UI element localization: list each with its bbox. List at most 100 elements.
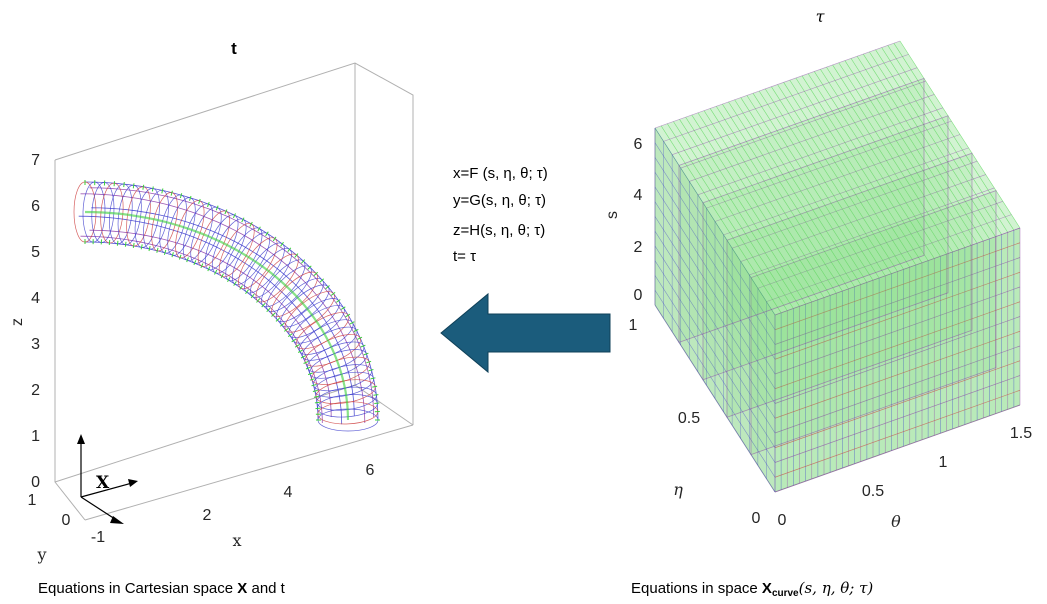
block-grid-line [654, 245, 776, 434]
volume-mesh-block [654, 40, 1021, 493]
block-grid-line [749, 187, 995, 276]
tube-field-tick [340, 306, 346, 310]
tube-field-tick [366, 360, 372, 364]
z-axis-label: z [9, 318, 26, 326]
tube-field-tick [319, 278, 325, 283]
tube-field-tick [142, 184, 145, 190]
block-grid-line [663, 54, 909, 142]
z-tick-6: 6 [31, 198, 40, 215]
x-tick-2: 2 [203, 507, 212, 524]
x-tick-4: 4 [284, 484, 293, 501]
block-grid-line [680, 80, 926, 169]
tube-field-tick [170, 190, 173, 196]
right-plot: τ 0 2 4 6 s 1 0.5 0 η 0 0.5 1 1.5 θ [604, 7, 1032, 599]
tube-longitudinal-line [80, 193, 366, 424]
z-axis-ticks: 0 1 2 3 4 5 6 7 [31, 152, 40, 491]
y-axis-label: y [36, 545, 46, 564]
tube-field-tick [349, 321, 355, 325]
tube-field-tick [233, 281, 237, 286]
tube-field-tick [123, 182, 125, 188]
block-grid-line [689, 94, 935, 182]
tube-longitudinal-line [89, 187, 375, 418]
tube-field-tick [116, 240, 119, 246]
eta-tick-1: 1 [629, 317, 638, 334]
block-internal-layer [750, 190, 997, 456]
tube-longitudinal-line [84, 181, 379, 421]
tube-field-tick [360, 344, 366, 348]
tube-field-tick [287, 247, 292, 253]
s-tick-0: 0 [634, 287, 643, 304]
theta-tick-1: 1 [939, 454, 948, 471]
block-grid-line [774, 375, 1021, 463]
tube-field-tick [261, 302, 266, 308]
block-internal-layer [702, 115, 949, 381]
block-grid-line [774, 345, 1021, 434]
tube-field-tick [179, 193, 183, 199]
tube-field-tick [279, 322, 285, 327]
theta-tick-0_5: 0.5 [862, 483, 884, 500]
block-grid-line [774, 271, 1021, 360]
tube-field-tick [309, 378, 315, 381]
tube-field-tick [220, 273, 224, 279]
block-grid-line [654, 231, 776, 419]
tube-field-tick [241, 217, 245, 223]
tube-field-tick [374, 402, 380, 404]
mapping-equations: x=F (s, η, θ; τ) y=G(s, η, θ; τ) z=H(s, … [453, 165, 548, 265]
tube-field-tick [249, 221, 253, 227]
block-grid-line [774, 330, 1021, 419]
tube-field-tick [124, 241, 127, 247]
tube-field-tick [250, 293, 255, 299]
s-tick-2: 2 [634, 239, 643, 256]
tube-field-tick [171, 252, 174, 258]
tube-field-tick [301, 259, 306, 264]
tube-field-tick [266, 307, 271, 313]
tube-field-tick [294, 344, 300, 348]
left-plot-box [54, 62, 414, 521]
tube-field-tick [132, 183, 135, 189]
tube-field-tick [330, 292, 336, 296]
tube-field-tick [232, 213, 236, 219]
block-grid-line [740, 174, 986, 262]
z-tick-0: 0 [31, 474, 40, 491]
right-caption: Equations in space Xcurve(s, η, θ; τ) [631, 579, 873, 599]
tube-field-tick [353, 328, 359, 333]
s-axis-label: s [604, 211, 621, 219]
block-grid-line [774, 404, 1021, 493]
tube-field-tick [161, 188, 164, 194]
tube-field-tick [265, 231, 269, 237]
eta-axis-ticks: 1 0.5 0 [629, 317, 761, 527]
tube-field-tick [224, 209, 228, 215]
tube-field-tick [315, 407, 321, 410]
z-tick-4: 4 [31, 290, 40, 307]
tube-field-tick [189, 195, 192, 201]
tube-field-tick [272, 236, 277, 242]
block-grid-line [774, 301, 1021, 390]
tube-field-tick [313, 395, 319, 398]
s-tick-6: 6 [634, 136, 643, 153]
block-grid-line [654, 275, 776, 463]
tube-field-tick [372, 385, 378, 388]
block-grid-line [774, 227, 1021, 316]
block-grid-line [766, 214, 1012, 302]
tube-field-tick [245, 289, 249, 295]
tube-field-tick [314, 401, 320, 404]
left-plot-title: t [231, 39, 237, 58]
tube-field-tick [275, 317, 281, 322]
tube-field-tick [207, 266, 211, 272]
tube-field-tick [239, 285, 243, 290]
tube-field-tick [305, 366, 311, 370]
tube-field-tick [207, 202, 210, 208]
tube-field-tick [151, 186, 154, 192]
block-grid-line [774, 257, 1021, 345]
tube-longitudinal-line [84, 241, 319, 421]
tube-field-tick [287, 333, 293, 338]
coordinate-frame [77, 434, 138, 524]
block-grid-line [672, 67, 918, 155]
block-internal-layer [678, 77, 925, 343]
block-grid-line [732, 160, 978, 249]
tube-field-tick [140, 244, 143, 250]
x-tick-6: 6 [366, 462, 375, 479]
block-grid-line [774, 286, 1021, 375]
block-internal-layer [726, 152, 973, 418]
